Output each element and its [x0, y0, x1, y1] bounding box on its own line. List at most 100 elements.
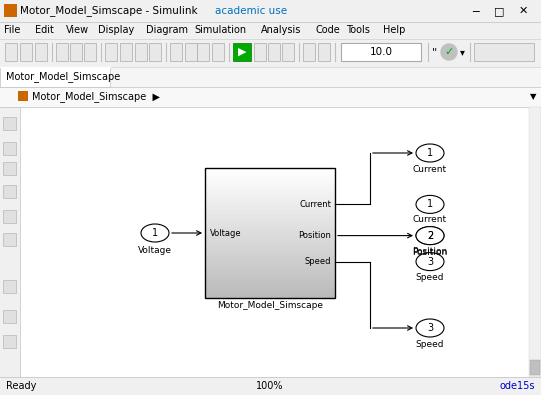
Text: ▶: ▶ — [237, 47, 246, 57]
Text: Display: Display — [97, 25, 134, 35]
Bar — [205, 191, 335, 194]
Text: Analysis: Analysis — [261, 25, 301, 35]
Bar — [3, 142, 16, 155]
Ellipse shape — [416, 319, 444, 337]
Bar — [197, 43, 209, 61]
Text: Current: Current — [413, 165, 447, 174]
Text: Motor_Model_Simscape - Simulink: Motor_Model_Simscape - Simulink — [20, 6, 201, 17]
Bar — [3, 280, 16, 293]
Bar — [205, 171, 335, 175]
Bar — [20, 43, 32, 61]
Text: 3: 3 — [427, 323, 433, 333]
Circle shape — [441, 44, 457, 60]
Bar — [318, 43, 330, 61]
Bar — [135, 43, 147, 61]
Bar — [205, 285, 335, 289]
Bar — [205, 181, 335, 185]
Text: Current: Current — [299, 200, 331, 209]
Text: 1: 1 — [427, 199, 433, 209]
Text: Diagram: Diagram — [146, 25, 188, 35]
Text: Help: Help — [384, 25, 406, 35]
Bar — [205, 207, 335, 211]
Bar — [185, 43, 197, 61]
Text: Code: Code — [315, 25, 340, 35]
Bar — [205, 188, 335, 191]
Bar — [205, 184, 335, 188]
Bar — [205, 168, 335, 298]
Bar — [205, 230, 335, 233]
Bar — [205, 292, 335, 295]
Bar — [205, 214, 335, 217]
Bar — [205, 194, 335, 198]
Text: academic use: academic use — [215, 6, 287, 16]
Text: ✕: ✕ — [518, 6, 527, 16]
Bar — [205, 197, 335, 201]
Bar — [205, 226, 335, 230]
Bar — [20, 107, 541, 377]
Text: 1: 1 — [152, 228, 158, 238]
Bar — [205, 223, 335, 227]
Bar — [35, 43, 47, 61]
Bar — [205, 252, 335, 256]
Text: Tools: Tools — [346, 25, 370, 35]
Bar — [0, 22, 541, 39]
Text: Simulation: Simulation — [195, 25, 247, 35]
Bar — [205, 259, 335, 263]
Text: ✓: ✓ — [444, 47, 454, 57]
Bar — [0, 87, 541, 107]
Bar — [205, 217, 335, 220]
Bar — [205, 265, 335, 269]
Bar — [3, 310, 16, 323]
Text: View: View — [67, 25, 89, 35]
Bar — [254, 43, 266, 61]
Bar — [303, 43, 315, 61]
Bar — [149, 43, 161, 61]
Bar — [205, 246, 335, 250]
Bar — [3, 185, 16, 198]
Bar — [205, 288, 335, 292]
Text: ─: ─ — [473, 6, 479, 16]
Ellipse shape — [416, 252, 444, 271]
Bar — [205, 236, 335, 240]
Bar — [205, 269, 335, 273]
Bar — [205, 210, 335, 214]
Bar — [341, 43, 421, 61]
Bar — [70, 43, 82, 61]
Bar — [0, 39, 541, 67]
Bar — [0, 377, 541, 395]
Text: 1: 1 — [427, 148, 433, 158]
Bar — [170, 43, 182, 61]
Bar — [205, 243, 335, 246]
Bar — [205, 295, 335, 299]
Bar — [205, 168, 335, 172]
Text: Position: Position — [412, 246, 447, 256]
Bar — [205, 175, 335, 178]
Text: Position: Position — [298, 231, 331, 240]
Text: Speed: Speed — [305, 257, 331, 266]
Text: 3: 3 — [427, 257, 433, 267]
Text: □: □ — [494, 6, 504, 16]
Text: ": " — [432, 47, 437, 57]
Bar — [205, 256, 335, 260]
Text: 100%: 100% — [256, 381, 283, 391]
Bar — [3, 233, 16, 246]
Bar — [474, 43, 534, 61]
Text: 10.0: 10.0 — [370, 47, 393, 57]
Bar — [205, 262, 335, 266]
Bar — [530, 360, 540, 375]
Bar — [205, 239, 335, 243]
Bar — [205, 249, 335, 253]
Bar — [0, 107, 20, 377]
Bar — [3, 210, 16, 223]
Bar — [120, 43, 132, 61]
Bar — [4, 4, 17, 17]
Bar — [0, 0, 541, 22]
Text: Voltage: Voltage — [138, 246, 172, 255]
Text: Position: Position — [412, 248, 447, 257]
Text: Ready: Ready — [6, 381, 36, 391]
Bar — [3, 117, 16, 130]
Bar — [282, 43, 294, 61]
Text: Motor_Model_Simscape: Motor_Model_Simscape — [6, 71, 120, 83]
Text: File: File — [4, 25, 21, 35]
Text: Speed: Speed — [415, 340, 444, 349]
